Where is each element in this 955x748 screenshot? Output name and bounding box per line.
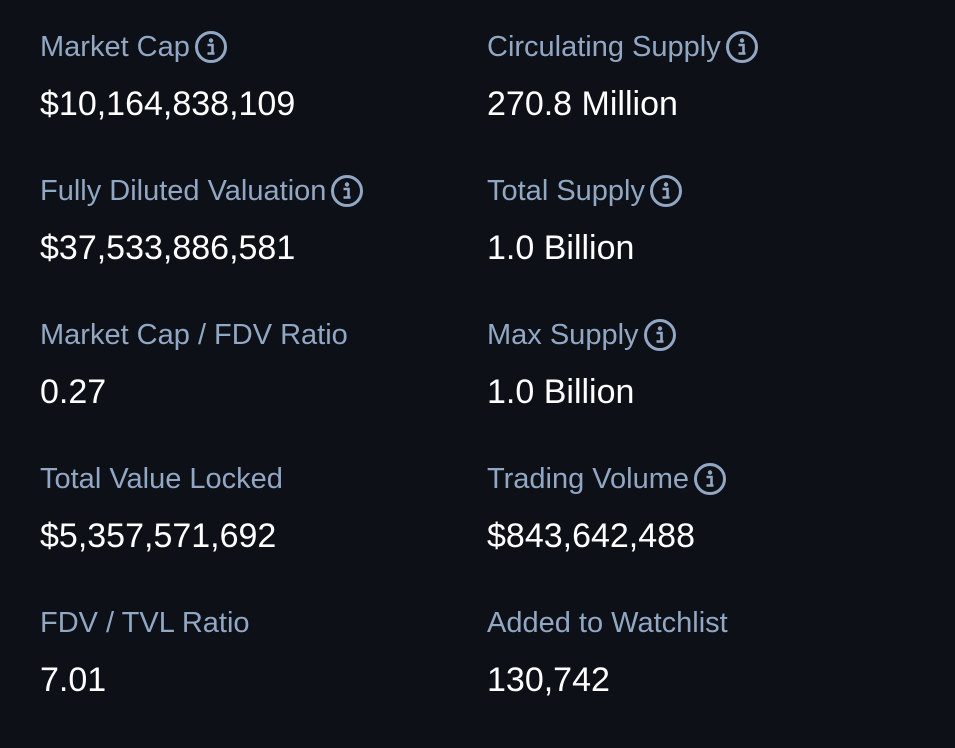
info-circle-icon[interactable] [649, 174, 683, 208]
stat-label: Total Supply [487, 175, 645, 207]
stat-value: $37,533,886,581 [40, 229, 296, 267]
stat-value: 270.8 Million [487, 85, 678, 123]
stat-value: 1.0 Billion [487, 373, 635, 411]
stat-total-supply: Total Supply 1.0 Billion [487, 172, 920, 316]
stat-added-to-watchlist: Added to Watchlist 130,742 [487, 604, 920, 748]
stat-value: $843,642,488 [487, 517, 695, 555]
stat-fully-diluted-valuation: Fully Diluted Valuation $37,533,886,581 [40, 172, 487, 316]
stat-value: $10,164,838,109 [40, 85, 296, 123]
stat-label-row: Circulating Supply [487, 28, 920, 66]
stat-value: 1.0 Billion [487, 229, 635, 267]
stat-label: Trading Volume [487, 463, 690, 495]
stat-value: 7.01 [40, 661, 107, 699]
stat-label: Market Cap [40, 31, 190, 63]
info-circle-icon[interactable] [643, 318, 677, 352]
stat-value: 130,742 [487, 661, 610, 699]
stat-circulating-supply: Circulating Supply 270.8 Million [487, 28, 920, 172]
info-circle-icon[interactable] [693, 462, 727, 496]
info-circle-icon[interactable] [194, 30, 228, 64]
stat-label: Market Cap / FDV Ratio [40, 319, 348, 351]
stat-label-row: Market Cap / FDV Ratio [40, 316, 487, 354]
stat-label: Max Supply [487, 319, 639, 351]
stat-value: 0.27 [40, 373, 107, 411]
stat-label: Fully Diluted Valuation [40, 175, 327, 207]
info-circle-icon[interactable] [330, 174, 364, 208]
stat-max-supply: Max Supply 1.0 Billion [487, 316, 920, 460]
stat-value: $5,357,571,692 [40, 517, 277, 555]
stat-label-row: Total Supply [487, 172, 920, 210]
stat-label-row: Fully Diluted Valuation [40, 172, 487, 210]
info-circle-icon[interactable] [725, 30, 759, 64]
market-stats-grid: Market Cap $10,164,838,109 Circulating S… [40, 28, 920, 748]
stat-trading-volume: Trading Volume $843,642,488 [487, 460, 920, 604]
stat-label-row: FDV / TVL Ratio [40, 604, 487, 642]
stat-label: Added to Watchlist [487, 607, 728, 639]
stat-label: FDV / TVL Ratio [40, 607, 250, 639]
stat-fdv-tvl-ratio: FDV / TVL Ratio 7.01 [40, 604, 487, 748]
stat-label-row: Trading Volume [487, 460, 920, 498]
stat-market-cap: Market Cap $10,164,838,109 [40, 28, 487, 172]
stat-total-value-locked: Total Value Locked $5,357,571,692 [40, 460, 487, 604]
stat-label-row: Added to Watchlist [487, 604, 920, 642]
stat-label-row: Market Cap [40, 28, 487, 66]
stat-label-row: Max Supply [487, 316, 920, 354]
stat-market-cap-fdv-ratio: Market Cap / FDV Ratio 0.27 [40, 316, 487, 460]
stat-label: Circulating Supply [487, 31, 721, 63]
stat-label-row: Total Value Locked [40, 460, 487, 498]
stat-label: Total Value Locked [40, 463, 283, 495]
